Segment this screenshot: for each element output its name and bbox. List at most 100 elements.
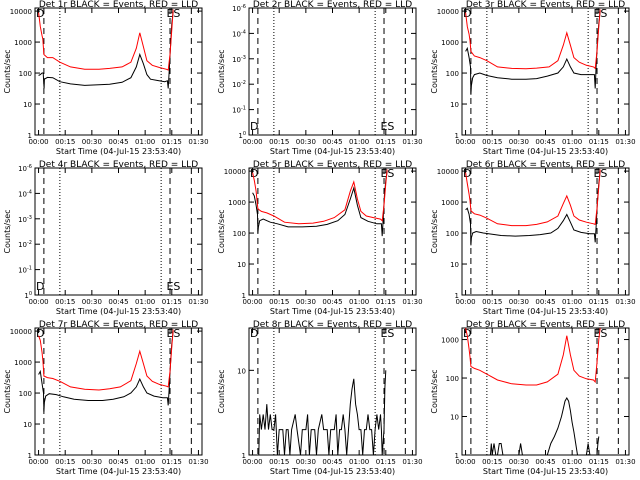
- y-tick-label: 10-1: [232, 106, 246, 115]
- left-flag-label: D: [36, 7, 44, 20]
- x-tick-label: 00:30: [509, 458, 529, 466]
- x-tick-label: 00:30: [82, 298, 102, 306]
- series-line-lld: [465, 169, 601, 227]
- chart-title: Det 1r BLACK = Events, RED = LLD: [39, 0, 198, 10]
- x-tick-label: 01:30: [615, 138, 635, 146]
- y-tick-exponent: -1: [241, 106, 246, 112]
- x-tick-label: 01:00: [135, 458, 155, 466]
- x-tick-label: 01:30: [402, 138, 422, 146]
- y-tick-label: 100: [19, 390, 32, 398]
- x-tick-label: 00:30: [82, 458, 102, 466]
- left-flag-label: D: [250, 327, 258, 340]
- x-tick-label: 00:30: [296, 298, 316, 306]
- x-tick-label: 01:15: [162, 138, 182, 146]
- x-tick-label: 00:15: [55, 138, 75, 146]
- chart-title: Det 2r BLACK = Events, RED = LLD: [253, 0, 412, 10]
- x-tick-label: 00:00: [455, 458, 475, 466]
- y-tick-exponent: -1: [27, 266, 32, 272]
- x-tick-label: 00:00: [28, 298, 48, 306]
- series-line-lld: [252, 169, 388, 225]
- y-tick-label: 1: [28, 132, 32, 140]
- x-tick-label: 00:00: [28, 138, 48, 146]
- x-tick-label: 00:15: [55, 458, 75, 466]
- y-tick-exponent: -6: [27, 164, 32, 170]
- series-line-events: [465, 171, 601, 246]
- y-tick-label: 1000: [14, 39, 32, 47]
- x-tick-label: 01:15: [589, 298, 609, 306]
- x-tick-label: 00:45: [322, 458, 342, 466]
- right-flag-label: ES: [593, 167, 607, 180]
- y-tick-exponent: -3: [27, 215, 32, 221]
- series-line-lld: [38, 9, 174, 71]
- x-tick-label: 01:15: [162, 458, 182, 466]
- x-tick-label: 00:00: [242, 458, 262, 466]
- y-tick-label: 100: [446, 375, 459, 383]
- x-axis-label: Start Time (04-Jul-15 23:53:40): [483, 467, 608, 476]
- series-line-events: [38, 331, 174, 412]
- y-tick-label: 10-2: [18, 240, 32, 249]
- x-tick-label: 00:00: [455, 138, 475, 146]
- y-tick-label: 1: [455, 452, 459, 460]
- x-tick-label: 01:30: [188, 138, 208, 146]
- left-flag-label: D: [250, 167, 258, 180]
- chart-panel-det5: Det 5r BLACK = Events, RED = LLD 1 10 100 10…: [217, 160, 423, 316]
- y-tick-label: 1: [455, 132, 459, 140]
- y-axis-label: Counts/sec: [430, 49, 439, 93]
- x-axis-label: Start Time (04-Jul-15 23:53:40): [56, 147, 181, 156]
- x-axis-label: Start Time (04-Jul-15 23:53:40): [483, 307, 608, 316]
- x-tick-label: 00:15: [269, 138, 289, 146]
- x-tick-label: 00:15: [482, 458, 502, 466]
- left-flag-label: D: [463, 167, 471, 180]
- chart-panel-det6: Det 6r BLACK = Events, RED = LLD 1 10 100 10…: [430, 160, 636, 316]
- series-line-events: [252, 171, 388, 237]
- x-tick-label: 00:00: [28, 458, 48, 466]
- series-line-events: [38, 11, 174, 89]
- y-tick-label: 10-3: [232, 55, 246, 64]
- x-tick-label: 01:00: [135, 138, 155, 146]
- y-axis-label: Counts/sec: [217, 209, 226, 253]
- x-tick-label: 00:15: [269, 458, 289, 466]
- x-tick-label: 00:30: [509, 298, 529, 306]
- chart-title: Det 6r BLACK = Events, RED = LLD: [466, 160, 625, 170]
- x-tick-label: 00:15: [55, 298, 75, 306]
- x-tick-label: 01:15: [589, 138, 609, 146]
- right-flag-label: ES: [380, 120, 394, 133]
- y-axis-label: Counts/sec: [3, 49, 12, 93]
- x-tick-label: 01:30: [402, 458, 422, 466]
- x-tick-label: 00:30: [296, 458, 316, 466]
- chart-title: Det 7r BLACK = Events, RED = LLD: [39, 320, 198, 330]
- y-tick-label: 10-6: [18, 164, 32, 173]
- y-tick-label: 1000: [441, 39, 459, 47]
- y-tick-label: 10-4: [18, 189, 32, 198]
- y-tick-label: 100: [446, 230, 459, 238]
- right-flag-label: ES: [380, 327, 394, 340]
- y-tick-exponent: -6: [241, 4, 246, 10]
- y-tick-label: 10000: [10, 8, 32, 16]
- y-tick-label: 1: [242, 452, 246, 460]
- right-flag-label: ES: [593, 327, 607, 340]
- y-tick-exponent: -2: [27, 240, 32, 246]
- x-tick-label: 01:15: [376, 138, 396, 146]
- y-axis-label: Counts/sec: [430, 209, 439, 253]
- chart-title: Det 5r BLACK = Events, RED = LLD: [253, 160, 412, 170]
- chart-title: Det 8r BLACK = Events, RED = LLD: [253, 320, 412, 330]
- y-tick-label: 1: [28, 452, 32, 460]
- x-tick-label: 00:45: [322, 298, 342, 306]
- right-flag-label: ES: [593, 7, 607, 20]
- chart-title: Det 3r BLACK = Events, RED = LLD: [466, 0, 625, 10]
- series-line-events: [258, 370, 387, 456]
- y-tick-label: 100: [19, 70, 32, 78]
- left-flag-label: D: [36, 327, 44, 340]
- x-axis-label: Start Time (04-Jul-15 23:53:40): [56, 307, 181, 316]
- x-axis-label: Start Time (04-Jul-15 23:53:40): [270, 147, 395, 156]
- y-tick-label: 10: [23, 421, 32, 429]
- y-tick-label: 10-2: [232, 80, 246, 89]
- x-tick-label: 00:45: [108, 458, 128, 466]
- y-tick-label: 10: [24, 291, 32, 300]
- chart-panel-det9: Det 9r BLACK = Events, RED = LLD 1 10 100 10…: [430, 320, 636, 476]
- y-tick-exponent: -4: [27, 189, 32, 195]
- y-axis-label: Counts/sec: [3, 209, 12, 253]
- y-tick-label: 10: [237, 261, 246, 269]
- x-axis-label: Start Time (04-Jul-15 23:53:40): [270, 307, 395, 316]
